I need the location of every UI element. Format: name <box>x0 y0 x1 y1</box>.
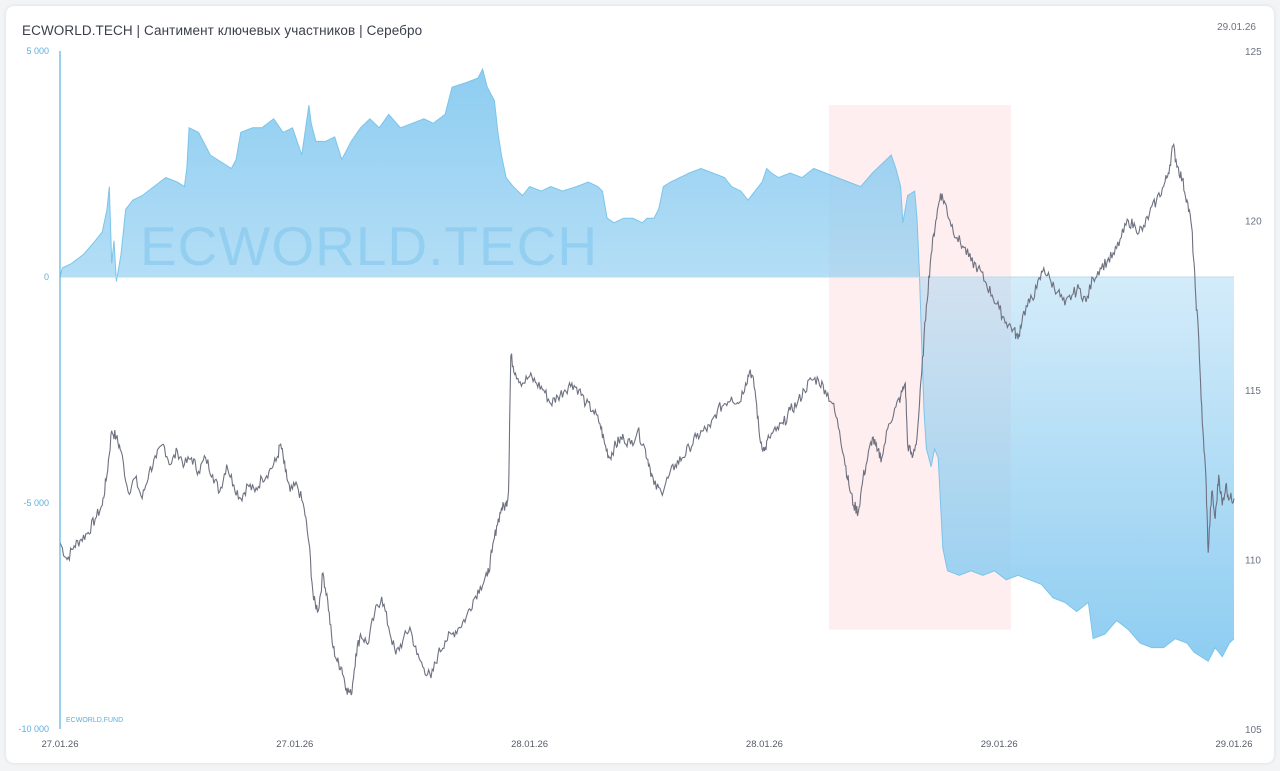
fund-label: ECWORLD.FUND <box>66 717 123 724</box>
watermark-text: ECWORLD.TECH <box>140 215 598 277</box>
x-tick-label: 27.01.26 <box>276 739 313 750</box>
top-right-date: 29.01.26 <box>1217 22 1256 33</box>
right-tick-label: 115 <box>1245 386 1261 397</box>
left-tick-label: 5 000 <box>26 46 49 56</box>
right-tick-label: 125 <box>1245 47 1262 58</box>
x-tick-label: 29.01.26 <box>981 739 1018 750</box>
left-axis-ticks: 5 000 0 -5 000 -10 000 <box>18 46 49 734</box>
right-axis-ticks: 125 120 115 110 105 <box>1245 47 1262 736</box>
sentiment-area-positive <box>60 69 1234 277</box>
price-line <box>59 142 1235 696</box>
x-tick-label: 28.01.26 <box>511 739 548 750</box>
chart-title: ECWORLD.TECH | Сантимент ключевых участн… <box>22 23 423 38</box>
sentiment-area-negative <box>60 277 1234 662</box>
right-tick-label: 120 <box>1245 217 1262 228</box>
left-tick-label: -5 000 <box>23 498 49 508</box>
x-tick-label: 28.01.26 <box>746 739 783 750</box>
left-tick-label: 0 <box>44 272 49 282</box>
price-line-group <box>59 142 1235 696</box>
x-tick-label: 29.01.26 <box>1216 739 1253 750</box>
sentiment-area-group <box>59 67 1235 662</box>
x-tick-label: 27.01.26 <box>42 739 79 750</box>
right-tick-label: 110 <box>1245 556 1261 567</box>
left-tick-label: -10 000 <box>18 724 49 734</box>
right-tick-label: 105 <box>1245 725 1262 736</box>
sentiment-line <box>59 67 1235 662</box>
x-axis-ticks: 27.01.26 27.01.26 28.01.26 28.01.26 29.01.26… <box>42 739 1253 750</box>
